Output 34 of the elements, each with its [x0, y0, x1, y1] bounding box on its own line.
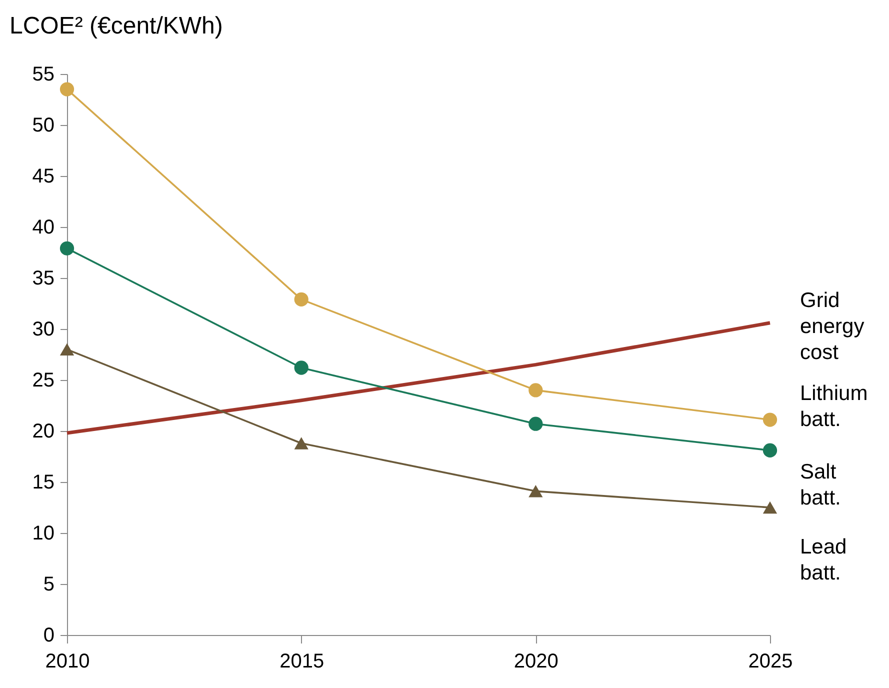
- series-label: Salt batt.: [800, 460, 841, 510]
- y-tick-label: 25: [32, 370, 54, 392]
- series-label: Grid energy cost: [800, 288, 865, 364]
- point: [294, 437, 308, 450]
- y-axis-title: LCOE² (€cent/KWh): [10, 12, 223, 40]
- point: [528, 485, 543, 498]
- y-tick-label: 5: [43, 574, 54, 596]
- y-tick-label: 10: [32, 522, 54, 544]
- series-label: Lithium batt.: [800, 382, 868, 431]
- y-tick-label: 15: [32, 472, 54, 494]
- y-tick-label: 0: [43, 624, 54, 646]
- point: [294, 360, 308, 375]
- y-tick-label: 50: [32, 114, 54, 136]
- y-tick-label: 40: [32, 216, 54, 238]
- point: [762, 412, 778, 427]
- point: [60, 82, 74, 96]
- point: [762, 443, 778, 458]
- y-tick-label: 45: [32, 166, 54, 188]
- line-series: [65, 321, 772, 435]
- point: [294, 292, 308, 306]
- y-tick-label: 55: [32, 64, 54, 86]
- point: [528, 383, 543, 398]
- x-tick-label: 2015: [280, 650, 324, 672]
- y-tick-label: 35: [32, 268, 54, 290]
- x-tick-label: 2020: [514, 650, 558, 672]
- y-tick-label: 20: [32, 420, 54, 442]
- point: [528, 416, 543, 431]
- x-tick-label: 2025: [748, 650, 793, 672]
- series-label: Lead batt.: [800, 536, 847, 584]
- x-tick-label: 2010: [45, 650, 90, 672]
- point: [60, 241, 74, 256]
- y-tick-label: 30: [32, 318, 54, 340]
- point: [762, 501, 778, 514]
- point: [60, 343, 74, 356]
